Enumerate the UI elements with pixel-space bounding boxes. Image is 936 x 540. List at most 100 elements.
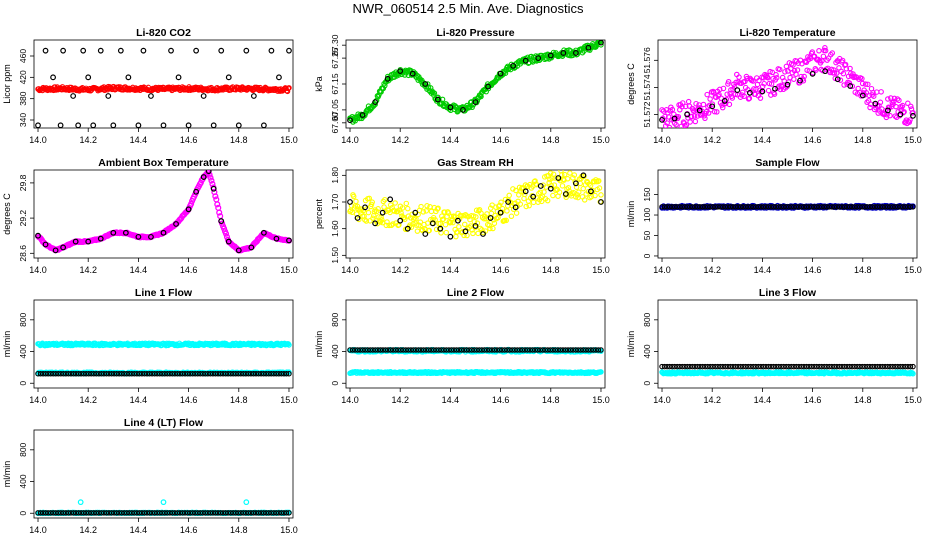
data-point — [712, 363, 719, 370]
data-point — [840, 70, 847, 77]
y-tick-label: 67.30 — [330, 34, 340, 56]
data-point — [522, 347, 528, 353]
data-point — [105, 93, 112, 99]
data-point — [753, 363, 759, 370]
data-point — [383, 222, 390, 229]
x-tick-label: 14.4 — [130, 135, 148, 145]
data-point — [136, 510, 143, 516]
data-point — [443, 229, 450, 236]
data-point — [514, 347, 521, 353]
data-point — [702, 204, 708, 210]
data-point — [265, 510, 272, 516]
data-point — [746, 89, 753, 96]
data-point — [788, 204, 795, 210]
data-point — [587, 182, 594, 189]
series-3 — [35, 510, 292, 516]
x-tick-label: 15.0 — [280, 265, 298, 275]
data-point — [847, 83, 854, 89]
data-point — [562, 347, 569, 353]
data-point — [370, 347, 376, 353]
data-point — [123, 510, 130, 516]
data-point — [486, 222, 492, 229]
data-point — [772, 85, 778, 92]
data-point — [805, 54, 811, 60]
chart-title: Li-820 Pressure — [436, 27, 514, 39]
data-point — [235, 247, 242, 254]
data-point — [250, 93, 257, 99]
data-point — [819, 58, 825, 64]
data-point — [111, 370, 117, 377]
data-point — [68, 510, 74, 516]
data-point — [539, 198, 545, 205]
data-point — [593, 347, 599, 353]
y-axis-label: degrees C — [626, 63, 636, 105]
data-point — [499, 347, 505, 353]
data-point — [694, 363, 701, 370]
data-point — [751, 86, 757, 92]
data-point — [141, 370, 148, 377]
data-point — [387, 202, 394, 208]
data-point — [872, 363, 878, 370]
data-point — [666, 124, 673, 128]
data-point — [85, 238, 92, 245]
data-point — [222, 510, 229, 516]
data-point — [243, 47, 250, 54]
data-point — [742, 363, 749, 370]
data-point — [730, 204, 736, 210]
data-point — [85, 510, 92, 516]
data-point — [784, 81, 791, 88]
plot-frame — [33, 429, 294, 519]
data-point — [173, 221, 179, 227]
data-point — [813, 204, 820, 210]
data-point — [207, 174, 214, 181]
data-point — [227, 370, 234, 377]
data-point — [96, 370, 102, 377]
data-point — [534, 347, 541, 353]
data-point — [442, 221, 449, 228]
x-tick-label: 14.8 — [854, 135, 872, 145]
data-point — [397, 217, 404, 224]
x-tick-label: 14.0 — [653, 265, 671, 275]
x-tick-label: 14.4 — [754, 135, 772, 145]
data-point — [509, 347, 516, 353]
data-point — [522, 57, 529, 64]
data-point — [859, 75, 865, 82]
data-point — [403, 200, 410, 207]
data-point — [821, 204, 828, 210]
data-point — [887, 363, 893, 370]
data-point — [230, 370, 236, 377]
data-point — [136, 370, 143, 377]
data-point — [80, 370, 87, 377]
data-point — [791, 76, 797, 82]
data-point — [184, 510, 191, 516]
data-point — [167, 510, 173, 516]
data-point — [849, 204, 855, 210]
data-point — [139, 510, 145, 516]
data-point — [160, 229, 167, 236]
data-point — [897, 363, 904, 370]
data-point — [687, 119, 693, 125]
data-point — [212, 193, 219, 200]
data-point — [245, 510, 252, 516]
data-point — [122, 229, 129, 236]
y-tick-label: 100 — [642, 208, 652, 222]
data-point — [816, 204, 822, 210]
data-point — [75, 510, 82, 516]
data-point — [867, 363, 873, 370]
data-point — [200, 370, 206, 377]
data-point — [721, 98, 728, 104]
data-point — [193, 188, 200, 195]
data-point — [687, 363, 693, 370]
data-point — [854, 363, 860, 370]
data-point — [35, 510, 41, 516]
data-point — [666, 363, 673, 370]
data-point — [529, 192, 535, 199]
data-point — [438, 347, 445, 353]
data-point — [692, 204, 698, 210]
data-point — [692, 363, 698, 370]
x-tick-label: 14.4 — [442, 265, 460, 275]
data-point — [441, 347, 447, 353]
plot-area — [659, 45, 916, 128]
data-point — [595, 347, 602, 353]
data-point — [179, 370, 186, 377]
